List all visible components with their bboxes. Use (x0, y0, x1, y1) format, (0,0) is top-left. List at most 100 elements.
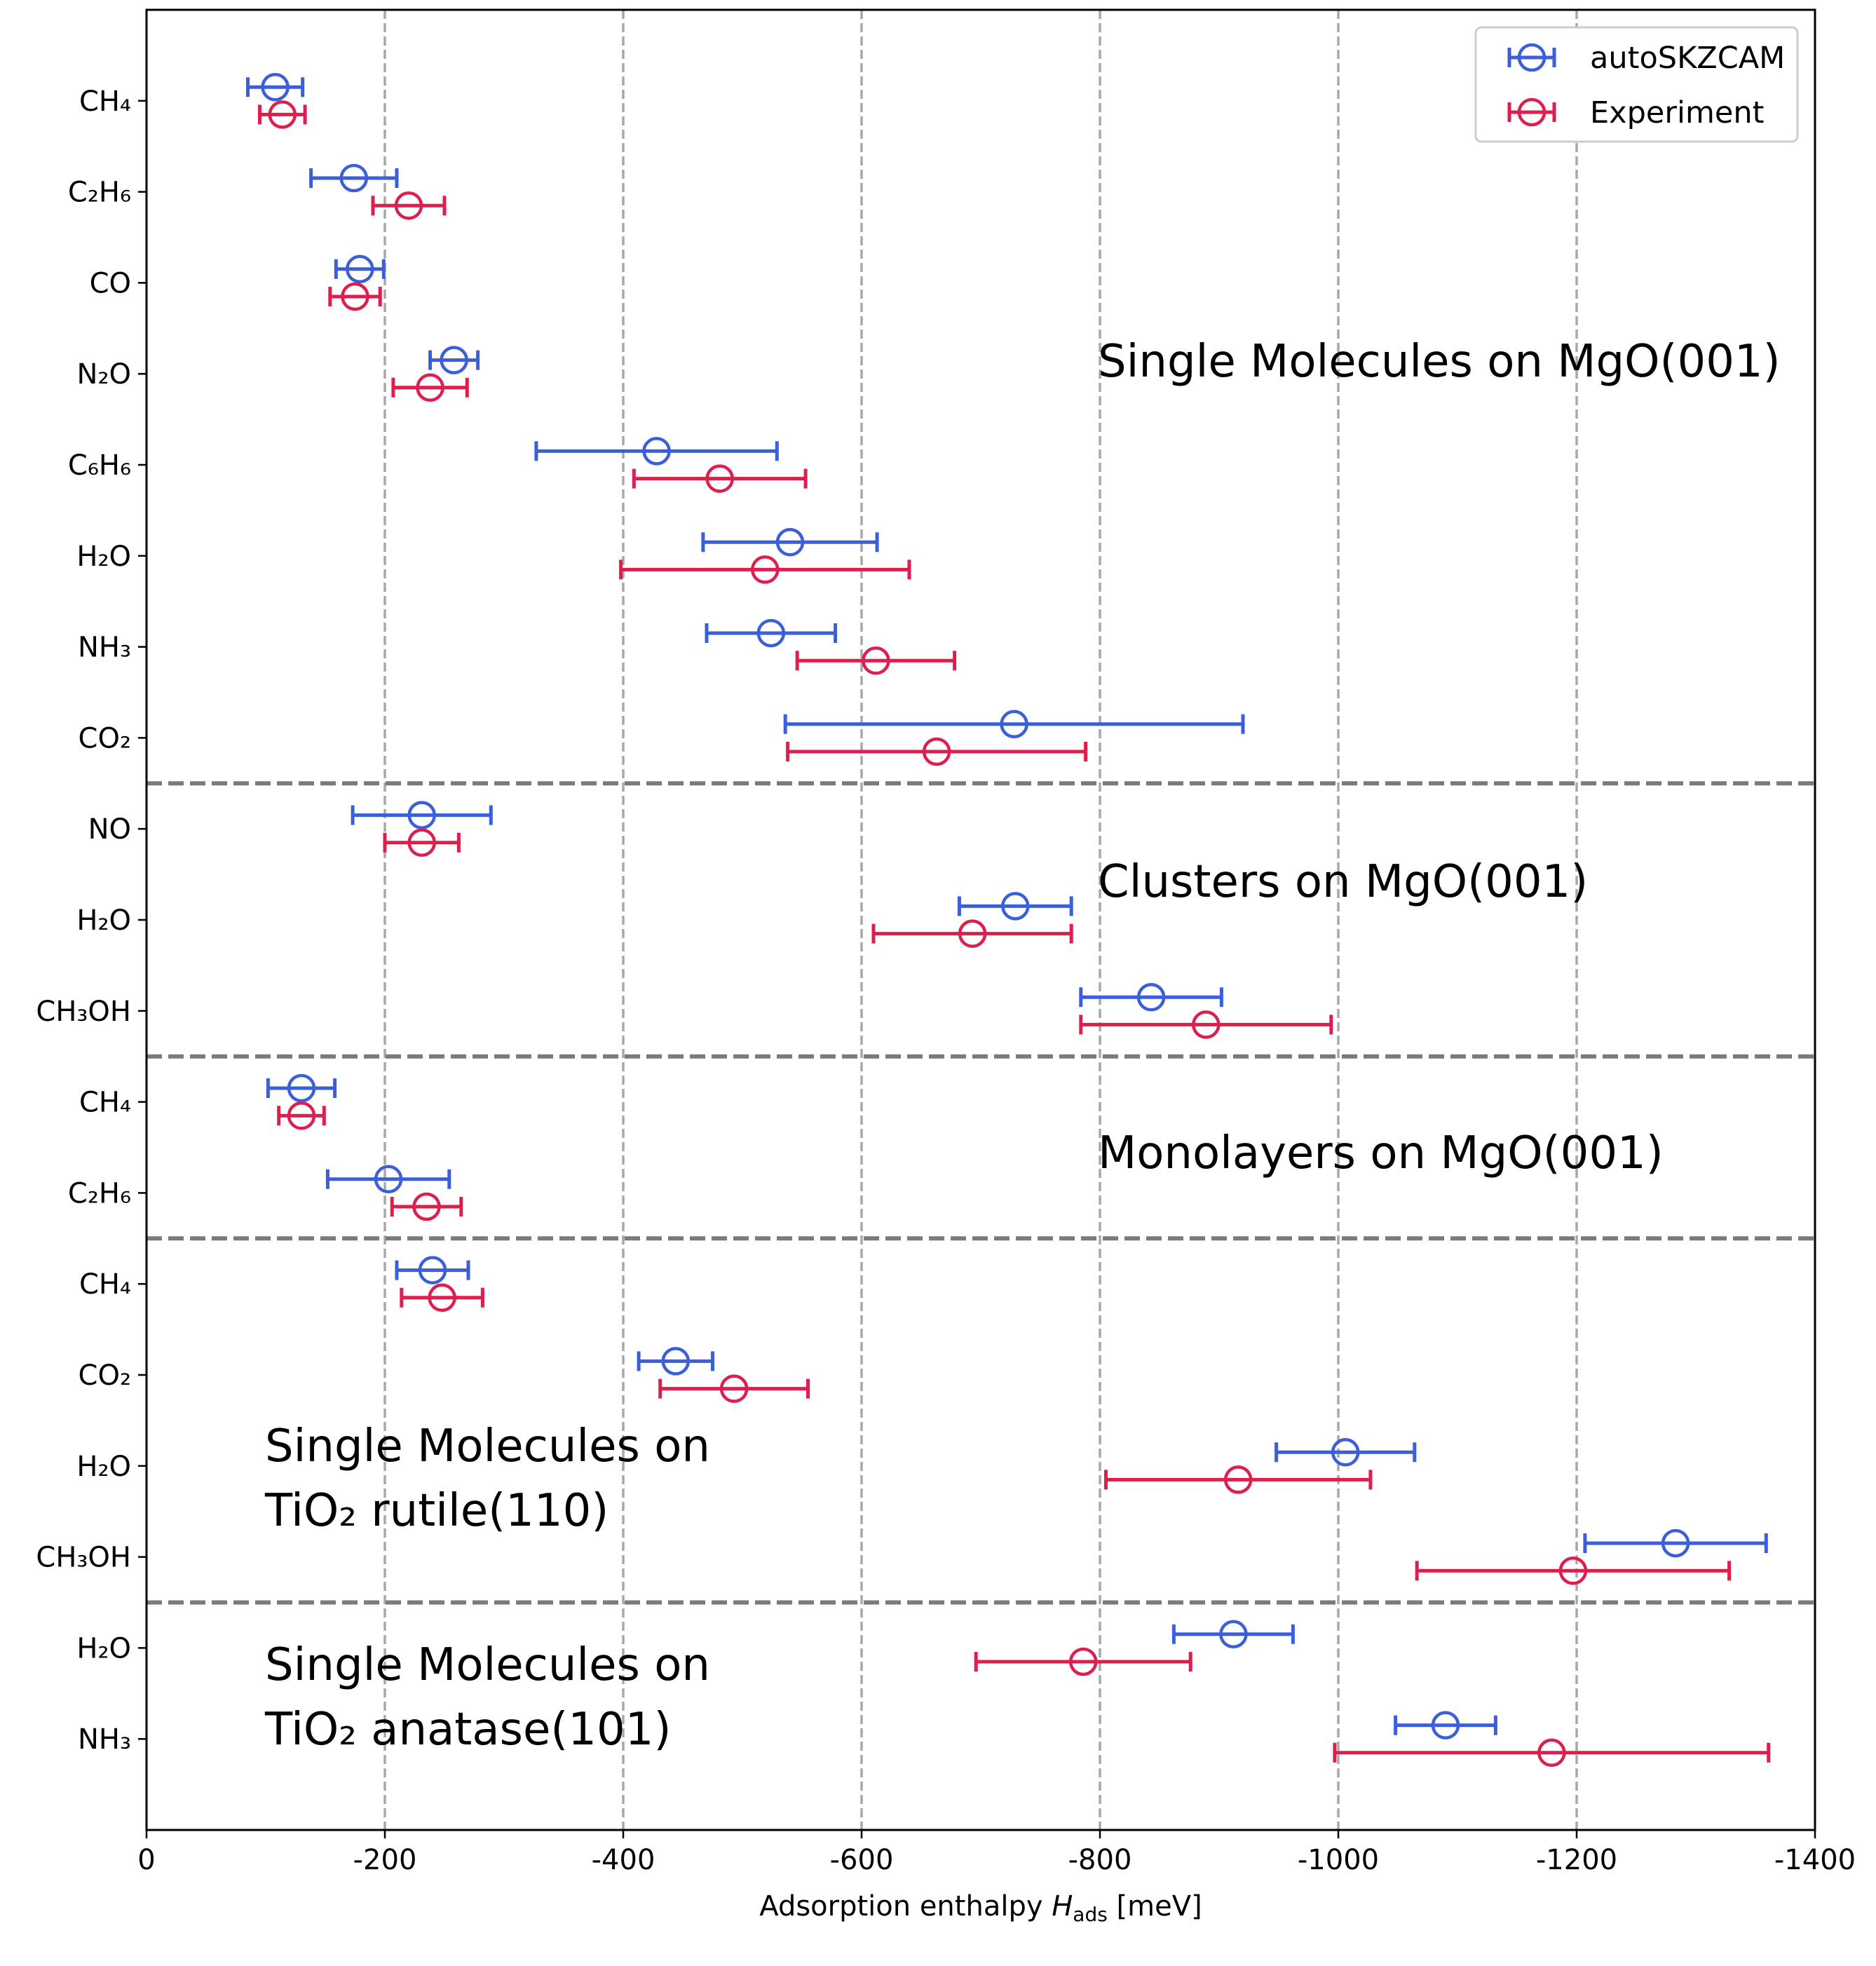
error-bar (383, 832, 461, 853)
error-bar (1583, 1533, 1768, 1553)
group-label: TiO₂ rutile(110) (264, 1485, 609, 1537)
marker (1219, 1620, 1248, 1649)
y-tick-label: C₆H₆ (68, 449, 131, 482)
x-axis-label-part: H (1052, 1890, 1073, 1923)
group-label: TiO₂ anatase(101) (264, 1704, 671, 1756)
legend-marker (1517, 97, 1547, 127)
error-bar (328, 287, 382, 306)
marker (416, 373, 444, 402)
y-tick-label: N₂O (77, 358, 131, 391)
x-tick-label: -200 (353, 1844, 417, 1876)
marker (922, 737, 951, 766)
x-tick-label: -1000 (1298, 1844, 1379, 1876)
marker (407, 801, 436, 829)
error-bar (1104, 1470, 1373, 1490)
marker (339, 163, 369, 193)
error-bar (371, 196, 447, 216)
marker (1068, 1647, 1098, 1676)
marker (1136, 982, 1166, 1012)
y-tick-label: C₂H₆ (68, 177, 131, 209)
marker (287, 1101, 316, 1130)
error-bar (783, 714, 1245, 734)
y-tick-label: CH₃OH (36, 1542, 131, 1574)
error-bar (705, 623, 838, 643)
error-bar (1394, 1715, 1497, 1735)
error-bar (1275, 1442, 1417, 1463)
y-tick-label: CH₃OH (36, 996, 131, 1028)
error-bar (701, 532, 879, 552)
x-tick-label: -400 (592, 1844, 655, 1876)
legend: autoSKZCAM Experiment (1474, 26, 1799, 143)
marker (862, 646, 890, 675)
error-bar (534, 441, 779, 461)
error-bar (786, 742, 1088, 761)
error-bar (632, 468, 808, 489)
error-bar (309, 168, 399, 188)
y-tick-label: H₂O (76, 904, 131, 937)
marker (268, 100, 297, 129)
x-axis-label: Adsorption enthalpy Hads [meV] (759, 1890, 1202, 1926)
y-tick-label: H₂O (76, 1451, 131, 1483)
error-bar (428, 350, 480, 370)
marker (1537, 1738, 1566, 1768)
y-tick-label: CH₄ (79, 1268, 131, 1301)
marker (705, 464, 734, 493)
error-bar (400, 1287, 484, 1308)
legend-swatch (1507, 48, 1556, 67)
y-tick-label: C₂H₆ (68, 1177, 131, 1209)
marker (394, 191, 423, 220)
y-tick-label: CO (90, 267, 131, 299)
marker (346, 255, 374, 284)
marker (1192, 1010, 1221, 1039)
legend-marker (1517, 43, 1547, 72)
marker (1001, 892, 1030, 921)
marker (440, 346, 468, 374)
x-axis-label-part: Adsorption enthalpy (759, 1890, 1052, 1923)
marker (775, 527, 805, 557)
error-bar (1079, 987, 1223, 1008)
group-label: Single Molecules on (265, 1639, 710, 1691)
marker (1431, 1711, 1460, 1740)
group-label: Monolayers on MgO(001) (1098, 1127, 1664, 1179)
group-label: Single Molecules on MgO(001) (1098, 336, 1781, 388)
error-bar (1333, 1742, 1771, 1763)
marker (661, 1347, 691, 1376)
y-tick-label: CO₂ (79, 722, 131, 754)
x-tick-label: -1400 (1774, 1844, 1856, 1876)
error-bar (637, 1351, 714, 1371)
y-tick-label: CH₄ (79, 86, 131, 118)
x-tick-label: -600 (830, 1844, 894, 1876)
marker (428, 1283, 456, 1313)
legend-swatch (1507, 102, 1556, 122)
y-tick-label: NH₃ (78, 1723, 131, 1756)
marker (756, 618, 786, 648)
x-axis-label-part: ads (1073, 1903, 1108, 1926)
error-bar (974, 1652, 1192, 1672)
group-label: Single Molecules on (265, 1421, 710, 1472)
error-bar (325, 1169, 451, 1189)
marker (1661, 1528, 1690, 1558)
marker (958, 919, 987, 948)
error-bar (351, 805, 493, 825)
marker (1558, 1556, 1588, 1585)
y-tick-label: CH₄ (79, 1087, 131, 1119)
error-bar (871, 923, 1073, 944)
legend-frame (1474, 26, 1799, 143)
error-bar (391, 377, 469, 398)
marker (719, 1374, 749, 1403)
marker (407, 828, 436, 857)
marker (1331, 1437, 1360, 1467)
legend-label: autoSKZCAM (1590, 41, 1785, 76)
x-tick-label: -800 (1068, 1844, 1132, 1876)
plot-frame (145, 8, 1816, 1831)
error-bar (957, 896, 1073, 916)
error-bar (266, 1078, 337, 1098)
x-axis-label-part: [meV] (1108, 1890, 1202, 1923)
marker (1000, 710, 1028, 739)
marker (341, 282, 369, 311)
error-bar (658, 1378, 810, 1399)
x-tick-label: -1200 (1536, 1844, 1617, 1876)
error-bar (390, 1197, 463, 1216)
error-bar (277, 1106, 326, 1126)
